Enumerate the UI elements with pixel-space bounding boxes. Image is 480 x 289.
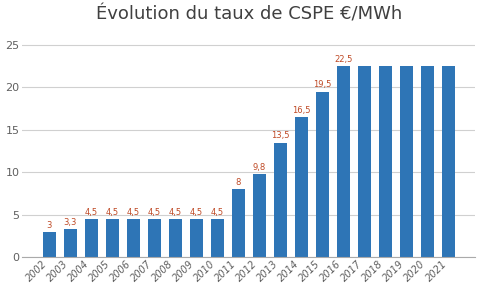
Text: 4,5: 4,5 bbox=[190, 208, 203, 217]
Text: 3: 3 bbox=[47, 221, 52, 230]
Text: 4,5: 4,5 bbox=[106, 208, 119, 217]
Bar bbox=[43, 232, 56, 257]
Bar bbox=[399, 66, 412, 257]
Bar bbox=[211, 219, 223, 257]
Bar bbox=[336, 66, 349, 257]
Bar bbox=[232, 189, 244, 257]
Bar bbox=[420, 66, 433, 257]
Text: 22,5: 22,5 bbox=[334, 55, 352, 64]
Bar bbox=[190, 219, 202, 257]
Bar bbox=[274, 142, 286, 257]
Bar bbox=[106, 219, 119, 257]
Text: 4,5: 4,5 bbox=[168, 208, 181, 217]
Text: 4,5: 4,5 bbox=[127, 208, 140, 217]
Text: 4,5: 4,5 bbox=[147, 208, 161, 217]
Text: 13,5: 13,5 bbox=[271, 131, 289, 140]
Text: 4,5: 4,5 bbox=[84, 208, 98, 217]
Bar bbox=[358, 66, 370, 257]
Text: 8: 8 bbox=[235, 178, 240, 187]
Bar bbox=[64, 229, 76, 257]
Text: 16,5: 16,5 bbox=[292, 106, 310, 115]
Text: 4,5: 4,5 bbox=[210, 208, 224, 217]
Bar bbox=[85, 219, 97, 257]
Bar bbox=[127, 219, 139, 257]
Bar bbox=[169, 219, 181, 257]
Bar bbox=[441, 66, 454, 257]
Bar bbox=[315, 92, 328, 257]
Bar bbox=[378, 66, 391, 257]
Text: 9,8: 9,8 bbox=[252, 163, 265, 172]
Text: 3,3: 3,3 bbox=[63, 218, 77, 227]
Text: 19,5: 19,5 bbox=[312, 81, 331, 90]
Bar bbox=[252, 174, 265, 257]
Title: Évolution du taux de CSPE €/MWh: Évolution du taux de CSPE €/MWh bbox=[96, 5, 401, 24]
Bar bbox=[148, 219, 160, 257]
Bar bbox=[295, 117, 307, 257]
